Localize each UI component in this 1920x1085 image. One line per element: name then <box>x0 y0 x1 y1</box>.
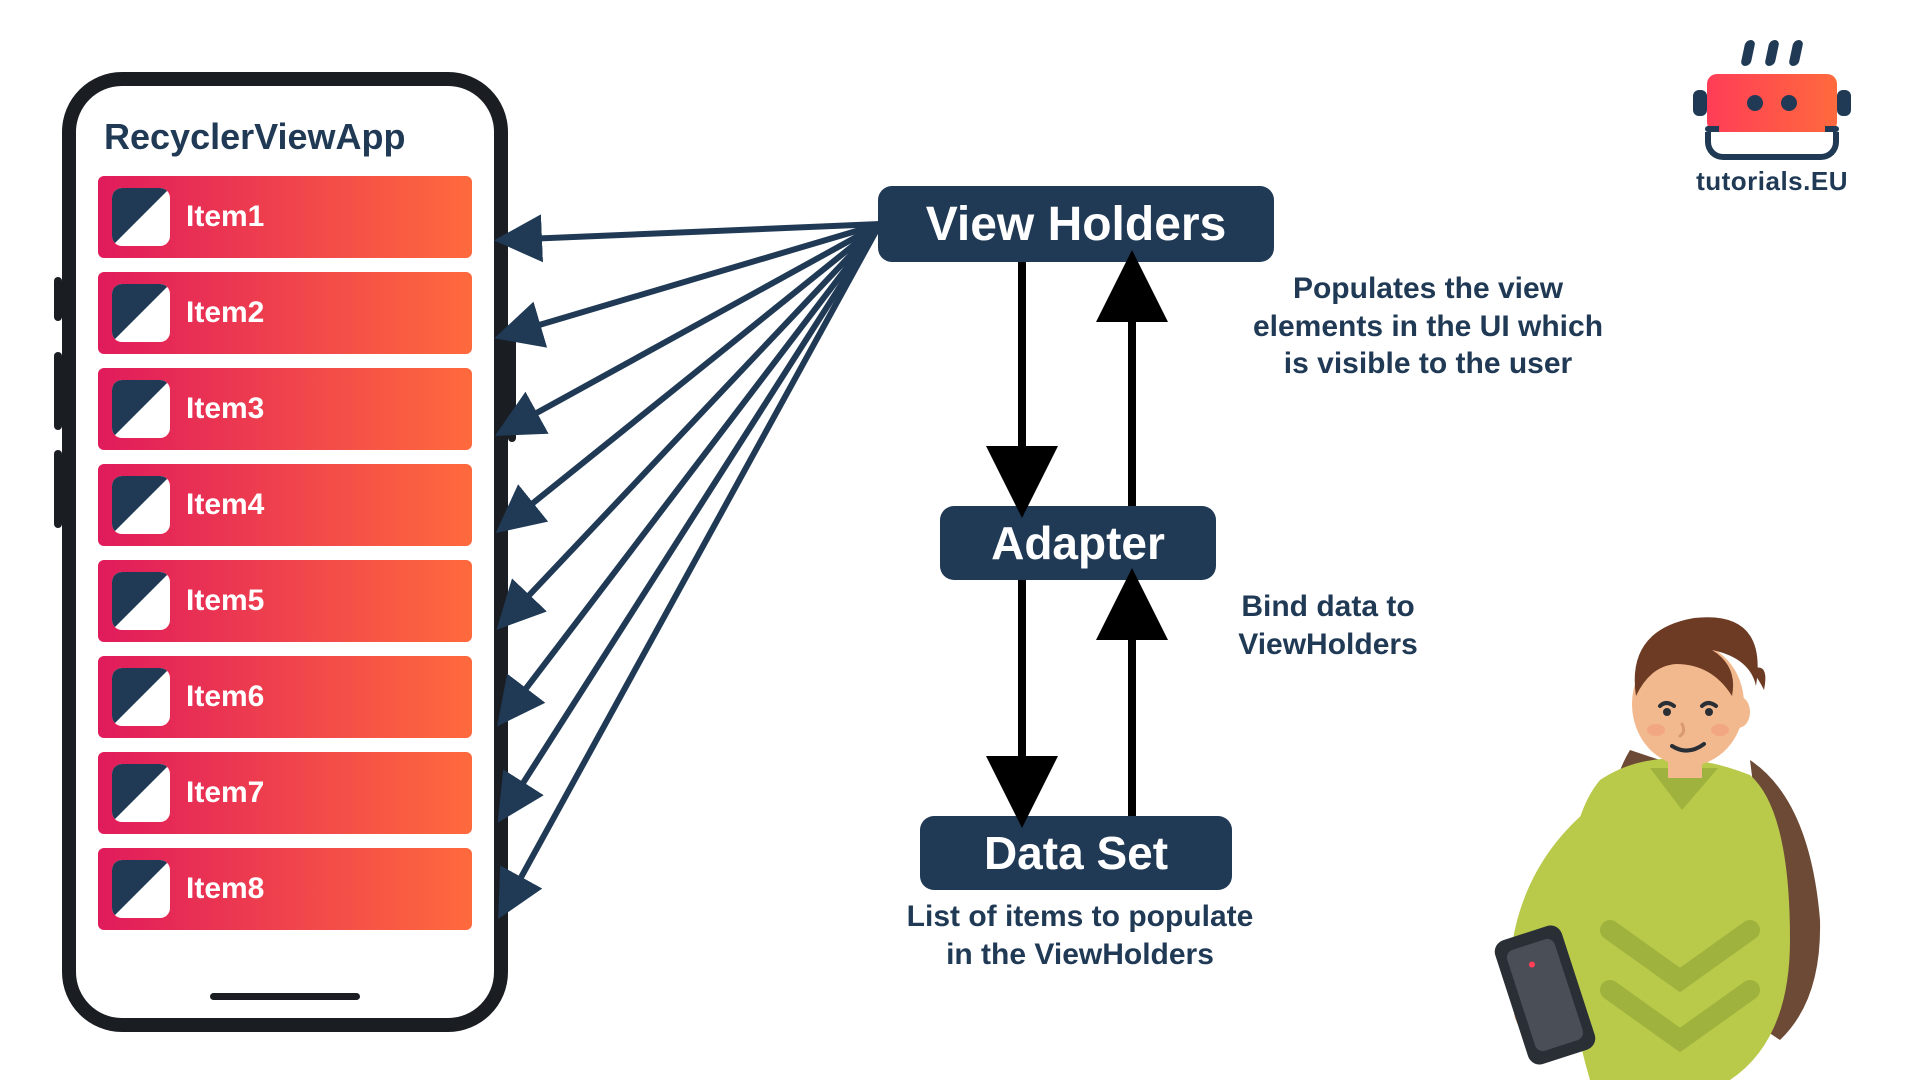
view-holders-caption: Populates the viewelements in the UI whi… <box>1218 270 1638 383</box>
list-item: Item4 <box>98 464 472 546</box>
phone-screen: RecyclerViewApp Item1Item2Item3Item4Item… <box>76 86 494 1018</box>
list-item-label: Item1 <box>186 200 264 234</box>
list-item: Item5 <box>98 560 472 642</box>
phone-side-button <box>508 332 516 442</box>
list-item-thumb-icon <box>112 284 170 342</box>
phone-side-button <box>54 450 62 528</box>
list-item-label: Item3 <box>186 392 264 426</box>
view-holders-label: View Holders <box>926 197 1227 252</box>
list-item-label: Item4 <box>186 488 264 522</box>
list-item-label: Item2 <box>186 296 264 330</box>
list-item-thumb-icon <box>112 764 170 822</box>
adapter-box: Adapter <box>940 506 1216 580</box>
list-item: Item1 <box>98 176 472 258</box>
list-item-label: Item8 <box>186 872 264 906</box>
adapter-label: Adapter <box>991 516 1165 570</box>
app-title: RecyclerViewApp <box>104 116 472 158</box>
phone-side-button <box>54 352 62 430</box>
data-set-box: Data Set <box>920 816 1232 890</box>
list-item-thumb-icon <box>112 380 170 438</box>
logo-icon <box>1697 40 1847 160</box>
view-holders-box: View Holders <box>878 186 1274 262</box>
list-item: Item2 <box>98 272 472 354</box>
adapter-caption: Bind data toViewHolders <box>1198 588 1458 663</box>
list-item-thumb-icon <box>112 572 170 630</box>
phone-side-button <box>54 277 62 321</box>
recycler-list: Item1 Item2 Item3 Item4 Item5 Item6 Item7 Item8 <box>98 176 472 930</box>
home-indicator <box>210 993 360 1000</box>
list-item-label: Item5 <box>186 584 264 618</box>
logo: tutorials.EU <box>1696 40 1848 197</box>
list-item-thumb-icon <box>112 668 170 726</box>
data-set-caption: List of items to populatein the ViewHold… <box>820 898 1340 973</box>
list-item: Item7 <box>98 752 472 834</box>
list-item-thumb-icon <box>112 860 170 918</box>
list-item-label: Item7 <box>186 776 264 810</box>
list-item-label: Item6 <box>186 680 264 714</box>
list-item-thumb-icon <box>112 476 170 534</box>
list-item: Item8 <box>98 848 472 930</box>
character-illustration <box>1450 600 1870 1080</box>
list-item-thumb-icon <box>112 188 170 246</box>
data-set-label: Data Set <box>984 826 1168 880</box>
phone-frame: RecyclerViewApp Item1Item2Item3Item4Item… <box>62 72 508 1032</box>
list-item: Item6 <box>98 656 472 738</box>
logo-text: tutorials.EU <box>1696 166 1848 197</box>
list-item: Item3 <box>98 368 472 450</box>
